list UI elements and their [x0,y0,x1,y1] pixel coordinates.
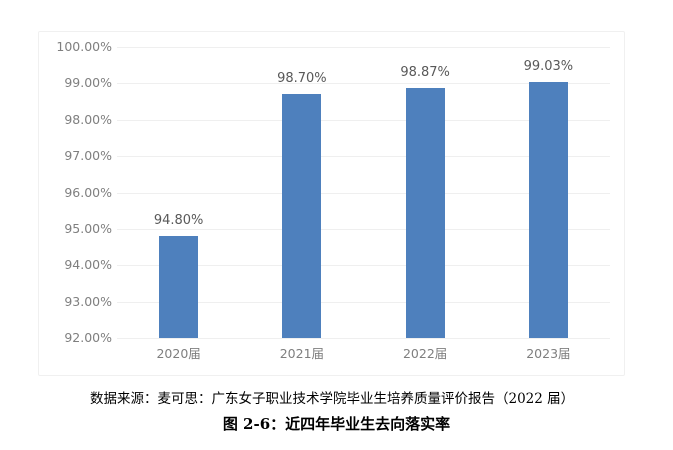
x-tick-label: 2021届 [279,346,325,361]
bar [528,82,568,338]
gridline [117,338,610,339]
y-tick-label: 97.00% [64,148,112,164]
gridline [117,301,610,303]
y-tick-label: 94.00% [64,257,112,273]
y-tick-label: 100.00% [56,39,112,54]
gridline [117,192,610,194]
chart-frame [38,31,625,376]
data-label: 99.03% [523,59,574,75]
x-tick-label: 2020届 [156,346,201,361]
y-tick-label: 92.00% [64,330,112,345]
y-tick-label: 93.00% [64,293,112,309]
y-tick-label: 95.00% [64,220,112,236]
gridline [117,228,610,230]
gridline [117,156,610,158]
y-tick-label: 99.00% [64,75,112,91]
gridline [117,119,610,121]
bar [282,94,322,338]
bar [159,236,199,338]
figure-caption: 图 2-6：近四年毕业生去向落实率 [222,415,451,433]
x-tick-label: 2022届 [402,346,448,361]
data-label: 98.87% [400,65,450,81]
source-note: 数据来源：麦可思：广东女子职业技术学院毕业生培养质量评价报告（2022 届） [90,391,575,407]
x-tick-label: 2023届 [526,346,571,361]
y-tick-label: 98.00% [64,111,112,127]
bar [405,88,445,338]
y-tick-label: 96.00% [64,184,112,200]
data-label: 98.70% [277,71,327,87]
data-label: 94.80% [153,213,204,229]
gridline [117,83,610,85]
gridline [117,47,610,48]
gridline [117,265,610,267]
